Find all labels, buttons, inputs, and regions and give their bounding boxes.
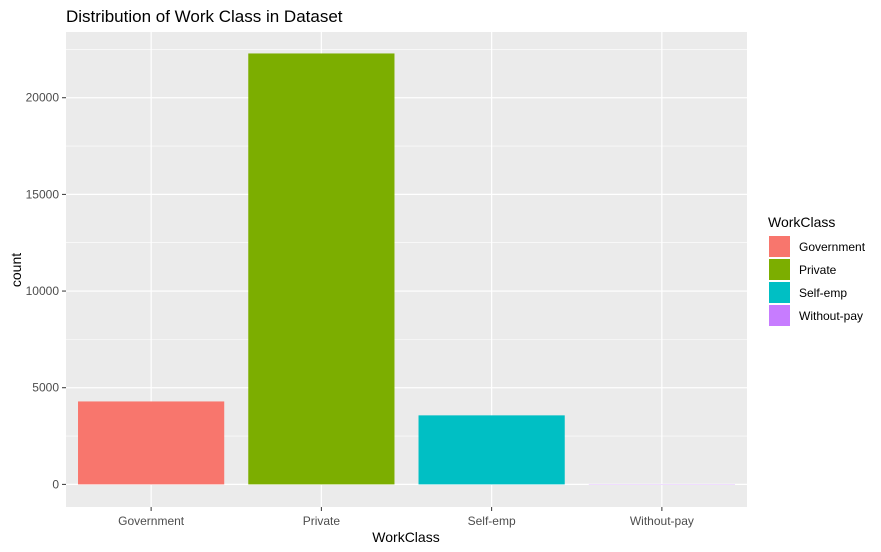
- legend-title: WorkClass: [768, 214, 835, 230]
- legend-swatch: [769, 236, 790, 257]
- chart-title: Distribution of Work Class in Dataset: [66, 7, 343, 26]
- legend-label: Private: [799, 263, 837, 277]
- legend-swatch: [769, 282, 790, 303]
- y-axis-title: count: [8, 253, 24, 287]
- y-tick-label: 20000: [26, 91, 60, 105]
- bar-self-emp: [418, 415, 565, 485]
- x-tick-label: Without-pay: [630, 514, 694, 528]
- x-axis-title: WorkClass: [372, 529, 439, 545]
- bar-private: [248, 53, 395, 485]
- legend-swatch: [769, 305, 790, 326]
- y-tick-label: 0: [52, 477, 59, 491]
- y-tick-label: 5000: [32, 381, 59, 395]
- legend-label: Without-pay: [799, 309, 863, 323]
- legend-items: Government Private Self-emp Without-pay: [769, 236, 866, 326]
- x-tick-label: Self-emp: [468, 514, 516, 528]
- x-tick-label: Private: [303, 514, 341, 528]
- legend-label: Self-emp: [799, 286, 847, 300]
- bar-government: [78, 401, 225, 485]
- x-axis: Government Private Self-emp Without-pay: [118, 507, 694, 528]
- y-tick-label: 10000: [26, 284, 60, 298]
- legend-label: Government: [799, 240, 866, 254]
- y-tick-label: 15000: [26, 187, 60, 201]
- bars: [78, 53, 735, 485]
- legend-swatch: [769, 259, 790, 280]
- legend: WorkClass Government Private Self-emp Witho…: [768, 214, 866, 326]
- x-tick-label: Government: [118, 514, 185, 528]
- y-axis: 0 5000 10000 15000 20000: [26, 91, 66, 491]
